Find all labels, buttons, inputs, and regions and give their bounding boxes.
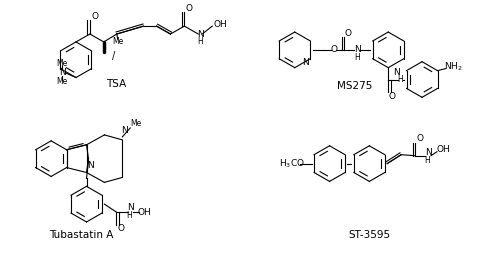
Text: Me: Me bbox=[112, 37, 124, 46]
Text: H: H bbox=[126, 211, 132, 219]
Text: O: O bbox=[345, 28, 352, 38]
Text: TSA: TSA bbox=[106, 80, 126, 89]
Text: H: H bbox=[354, 53, 360, 62]
Text: N: N bbox=[354, 45, 361, 54]
Text: N: N bbox=[87, 161, 94, 170]
Text: /: / bbox=[112, 51, 116, 61]
Text: NH$_2$: NH$_2$ bbox=[444, 60, 463, 73]
Text: Tubastatin A: Tubastatin A bbox=[49, 230, 113, 240]
Text: N: N bbox=[121, 126, 128, 135]
Text: N: N bbox=[302, 58, 308, 67]
Text: H: H bbox=[398, 75, 403, 84]
Text: N: N bbox=[393, 68, 400, 77]
Text: N: N bbox=[197, 29, 203, 39]
Text: N: N bbox=[127, 203, 134, 212]
Text: O: O bbox=[118, 224, 125, 233]
Text: Me: Me bbox=[56, 59, 68, 68]
Text: O: O bbox=[416, 134, 424, 143]
Text: O: O bbox=[388, 92, 396, 101]
Text: H: H bbox=[198, 37, 203, 46]
Text: O: O bbox=[330, 45, 337, 54]
Text: Me: Me bbox=[130, 119, 142, 128]
Text: OH: OH bbox=[214, 20, 227, 29]
Text: N: N bbox=[424, 148, 432, 157]
Text: ST-3595: ST-3595 bbox=[348, 230, 391, 240]
Text: MS275: MS275 bbox=[336, 82, 372, 91]
Text: OH: OH bbox=[436, 145, 450, 154]
Text: OH: OH bbox=[138, 208, 151, 217]
Text: O: O bbox=[186, 4, 193, 13]
Text: N: N bbox=[58, 68, 66, 77]
Text: O: O bbox=[92, 12, 98, 21]
Text: Me: Me bbox=[56, 77, 68, 86]
Text: H$_3$CO: H$_3$CO bbox=[279, 157, 304, 170]
Text: H: H bbox=[424, 156, 430, 165]
